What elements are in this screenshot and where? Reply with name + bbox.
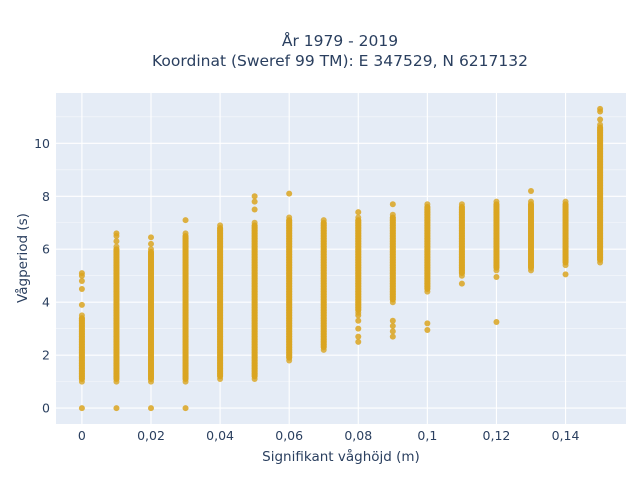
- data-point: [355, 333, 362, 340]
- chart-title-line-2: Koordinat (Sweref 99 TM): E 347529, N 62…: [152, 52, 528, 70]
- data-points: [78, 105, 604, 412]
- data-point: [286, 190, 293, 197]
- data-point: [389, 328, 396, 335]
- data-point: [182, 405, 189, 412]
- data-point: [148, 234, 154, 241]
- data-point: [78, 301, 85, 308]
- data-point: [148, 246, 154, 253]
- data-point: [355, 317, 362, 324]
- x-tick-label: 0,08: [344, 428, 372, 443]
- data-point: [493, 319, 500, 326]
- data-point: [493, 198, 500, 205]
- data-point: [182, 217, 189, 224]
- data-point: [251, 206, 258, 213]
- data-point: [148, 405, 154, 412]
- x-tick-label: 0: [78, 428, 86, 443]
- y-tick-label: 0: [42, 401, 50, 416]
- y-axis-title: Vågperiod (s): [14, 213, 31, 303]
- data-point: [182, 230, 189, 237]
- y-tick-label: 10: [34, 136, 50, 151]
- data-point: [424, 326, 431, 333]
- data-point: [597, 116, 604, 123]
- data-point: [355, 214, 362, 221]
- data-point: [355, 209, 362, 216]
- data-point: [562, 198, 569, 205]
- data-point: [78, 405, 85, 412]
- x-axis-title: Signifikant våghöjd (m): [262, 448, 420, 465]
- data-point: [424, 320, 431, 327]
- data-point: [355, 312, 362, 319]
- chart-title-line-1: År 1979 - 2019: [282, 31, 398, 50]
- data-point: [113, 238, 120, 245]
- data-point: [217, 222, 224, 229]
- data-point: [389, 211, 396, 218]
- data-point: [389, 201, 396, 208]
- data-point: [78, 312, 85, 319]
- data-point: [597, 105, 604, 112]
- data-point: [528, 187, 534, 194]
- data-point: [389, 333, 396, 340]
- data-point: [320, 217, 327, 224]
- data-point: [597, 121, 604, 128]
- data-point: [562, 271, 569, 278]
- y-tick-label: 2: [42, 348, 50, 363]
- x-tick-label: 0,1: [417, 428, 437, 443]
- data-point: [389, 317, 396, 324]
- data-point: [458, 280, 465, 287]
- data-point: [251, 198, 258, 205]
- data-point: [458, 201, 465, 208]
- data-point: [424, 201, 431, 208]
- x-tick-label: 0,12: [483, 428, 511, 443]
- data-point: [355, 325, 362, 332]
- data-point: [78, 285, 85, 292]
- x-axis-ticks: 0 0,02 0,04 0,06 0,08 0,1 0,12 0,14: [78, 428, 580, 443]
- y-tick-label: 6: [42, 242, 50, 257]
- data-point: [251, 193, 258, 200]
- data-point: [251, 219, 258, 226]
- data-point: [113, 405, 120, 412]
- data-point: [493, 274, 500, 281]
- data-point: [148, 240, 154, 247]
- y-tick-label: 4: [42, 295, 50, 310]
- data-point: [389, 323, 396, 330]
- data-point: [355, 338, 362, 345]
- y-axis-ticks: 0 2 4 6 8 10: [34, 136, 50, 416]
- x-tick-label: 0,06: [275, 428, 303, 443]
- x-tick-label: 0,14: [552, 428, 580, 443]
- data-point: [78, 278, 85, 285]
- plot-area: [56, 93, 626, 424]
- data-point: [113, 243, 120, 250]
- x-tick-label: 0,02: [137, 428, 165, 443]
- x-tick-label: 0,04: [206, 428, 234, 443]
- data-point: [78, 270, 85, 277]
- y-tick-label: 8: [42, 189, 50, 204]
- data-point: [113, 230, 120, 237]
- data-point: [286, 214, 293, 221]
- data-point: [528, 198, 534, 205]
